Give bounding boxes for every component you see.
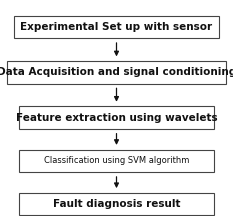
FancyBboxPatch shape — [19, 106, 214, 129]
Text: Experimental Set up with sensor: Experimental Set up with sensor — [21, 22, 212, 32]
FancyBboxPatch shape — [19, 149, 214, 172]
Text: Fault diagnosis result: Fault diagnosis result — [53, 199, 180, 209]
FancyBboxPatch shape — [14, 16, 219, 38]
Text: Classification using SVM algorithm: Classification using SVM algorithm — [44, 156, 189, 165]
Text: Data Acquisition and signal conditioning: Data Acquisition and signal conditioning — [0, 67, 233, 77]
Text: Feature extraction using wavelets: Feature extraction using wavelets — [16, 113, 217, 123]
FancyBboxPatch shape — [7, 61, 226, 84]
FancyBboxPatch shape — [19, 193, 214, 216]
